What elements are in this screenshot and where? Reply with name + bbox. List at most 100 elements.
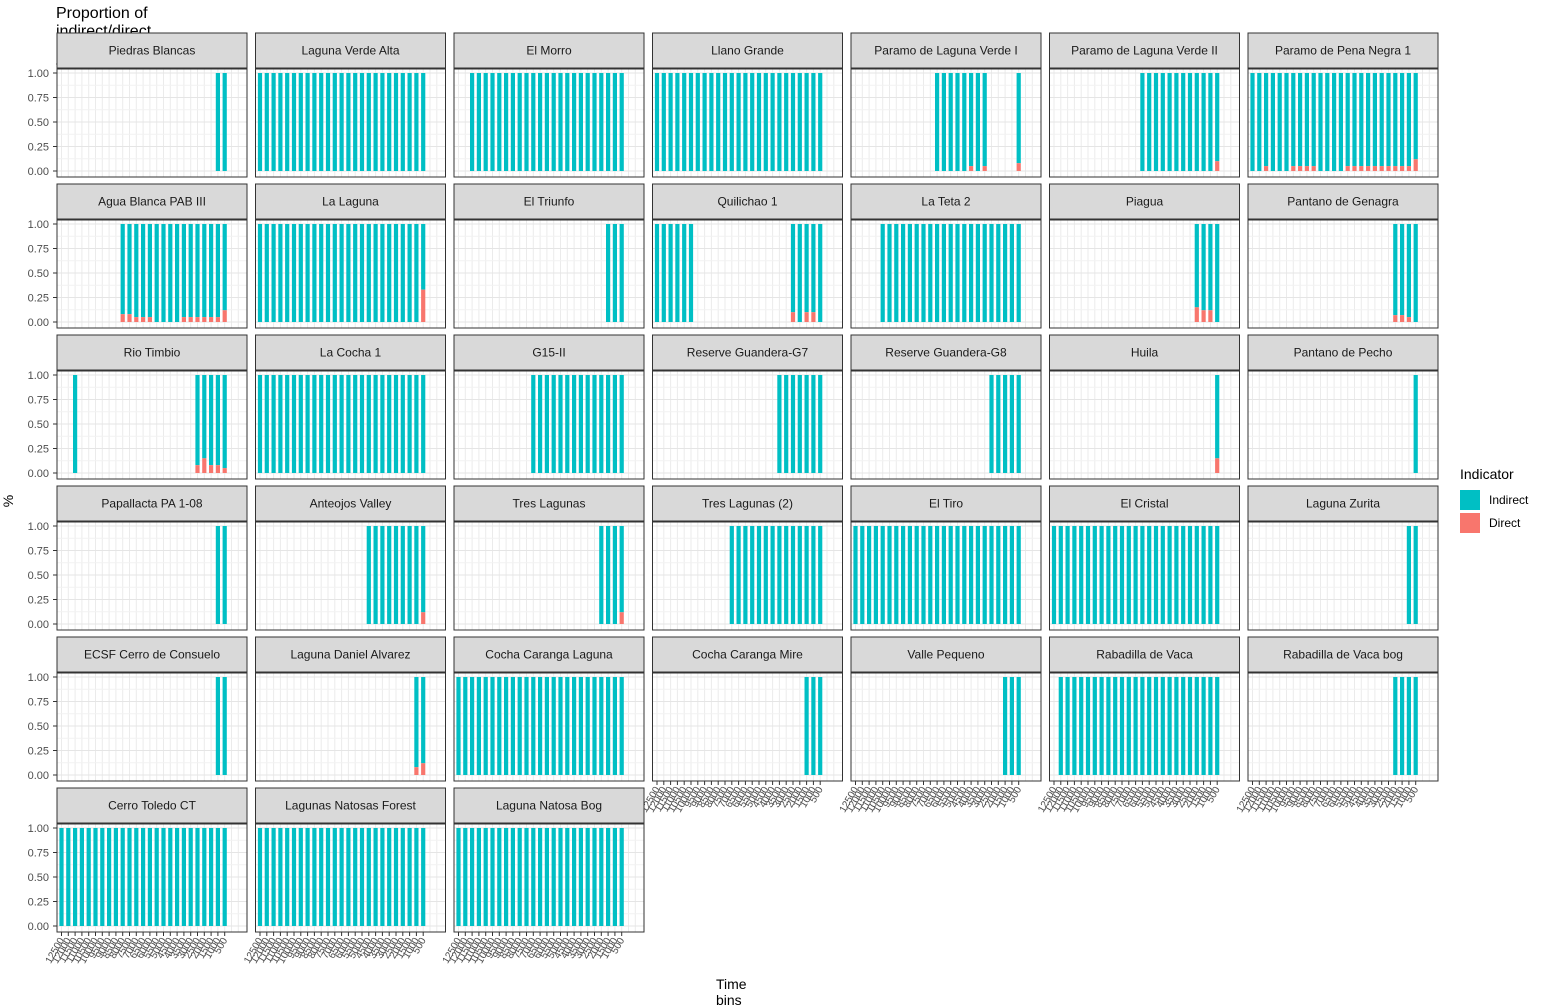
bar-indirect	[1257, 73, 1262, 171]
facet-title: El Morro	[526, 44, 572, 58]
bar-indirect	[181, 224, 186, 318]
bar-indirect	[421, 73, 426, 171]
bar-indirect	[880, 526, 885, 624]
bar-indirect	[147, 828, 152, 926]
bar-indirect	[271, 224, 276, 322]
bar-indirect	[818, 224, 823, 322]
bar-indirect	[339, 828, 344, 926]
bar-indirect	[1126, 526, 1131, 624]
facet-header	[1049, 334, 1240, 371]
bar-indirect	[1016, 375, 1021, 473]
bar-direct	[982, 166, 987, 171]
bar-indirect	[797, 526, 802, 624]
bar-indirect	[1085, 526, 1091, 624]
bar-indirect	[524, 73, 529, 171]
y-tick-label: 0.75	[28, 848, 49, 860]
bar-indirect	[188, 224, 193, 318]
bar-indirect	[1400, 677, 1405, 775]
bar-indirect	[790, 224, 796, 313]
bar-direct	[1372, 166, 1377, 171]
facet-panel: Laguna Zurita	[1247, 485, 1439, 631]
bar-indirect	[969, 73, 974, 167]
bar-indirect	[264, 375, 269, 473]
bar-indirect	[1406, 526, 1411, 624]
bar-indirect	[1208, 73, 1213, 171]
bar-indirect	[935, 224, 940, 322]
bar-indirect	[1250, 73, 1255, 171]
bar-indirect	[941, 224, 946, 322]
bar-indirect	[1208, 526, 1213, 624]
facet-title: Lagunas Natosas Forest	[285, 799, 416, 813]
bar-indirect	[1016, 73, 1021, 164]
bar-indirect	[880, 224, 885, 322]
facet-header	[255, 183, 446, 220]
facet-panel: El Triunfo	[453, 183, 645, 329]
bar-indirect	[407, 828, 412, 926]
facet-border	[453, 68, 645, 178]
bar-indirect	[319, 224, 324, 322]
bar-direct	[1215, 161, 1220, 171]
bar-indirect	[531, 375, 536, 473]
bar-indirect	[544, 375, 549, 473]
bar-indirect	[1009, 224, 1014, 322]
bar-indirect	[551, 73, 556, 171]
bar-indirect	[1366, 73, 1371, 167]
facet-border	[1049, 370, 1240, 480]
bar-indirect	[688, 224, 694, 322]
bar-indirect	[592, 677, 597, 775]
bar-indirect	[291, 224, 297, 322]
bar-indirect	[215, 526, 220, 624]
bar-direct	[202, 458, 207, 473]
bar-indirect	[339, 375, 344, 473]
bar-indirect	[606, 375, 611, 473]
bar-indirect	[400, 828, 405, 926]
bar-indirect	[154, 224, 159, 322]
bar-indirect	[1072, 526, 1077, 624]
bar-indirect	[1065, 526, 1070, 624]
bar-indirect	[1215, 375, 1220, 459]
bar-indirect	[682, 224, 687, 322]
bar-indirect	[887, 526, 892, 624]
bar-direct	[1400, 166, 1405, 171]
bar-indirect	[1187, 677, 1193, 775]
bar-direct	[619, 612, 624, 624]
bar-indirect	[784, 73, 789, 171]
facet-header	[56, 183, 248, 220]
bar-indirect	[1051, 526, 1057, 624]
bar-direct	[804, 312, 809, 322]
bar-indirect	[619, 375, 624, 473]
bar-direct	[222, 468, 227, 473]
facet-title: Laguna Daniel Alvarez	[290, 648, 410, 662]
bar-indirect	[421, 375, 426, 473]
facet-header	[453, 485, 645, 522]
bar-direct	[127, 314, 132, 322]
bar-indirect	[914, 526, 919, 624]
bar-indirect	[305, 224, 310, 322]
bar-direct	[181, 317, 186, 322]
bar-indirect	[127, 828, 132, 926]
bar-indirect	[127, 224, 132, 315]
facet-panel: Tres Lagunas (2)	[652, 485, 843, 631]
bar-direct	[421, 289, 426, 322]
bar-indirect	[921, 526, 926, 624]
bar-indirect	[1270, 73, 1275, 171]
bar-indirect	[1201, 73, 1206, 171]
bar-indirect	[373, 73, 378, 171]
bar-indirect	[134, 828, 139, 926]
bar-indirect	[592, 375, 597, 473]
bar-indirect	[592, 828, 597, 926]
bar-indirect	[811, 375, 816, 473]
bar-indirect	[215, 224, 220, 318]
bar-indirect	[319, 375, 324, 473]
bar-indirect	[59, 828, 64, 926]
bar-indirect	[675, 224, 680, 322]
facet-panel: Lagunas Natosas Forest125001200011500110…	[242, 787, 446, 966]
facet-header	[652, 183, 843, 220]
y-tick-label: 0.75	[28, 93, 49, 105]
bar-indirect	[1325, 73, 1330, 171]
bar-indirect	[407, 375, 412, 473]
bar-indirect	[544, 73, 549, 171]
bar-indirect	[982, 73, 987, 167]
bar-direct	[222, 310, 227, 322]
facet-panel: Paramo de Laguna Verde II	[1049, 32, 1240, 178]
